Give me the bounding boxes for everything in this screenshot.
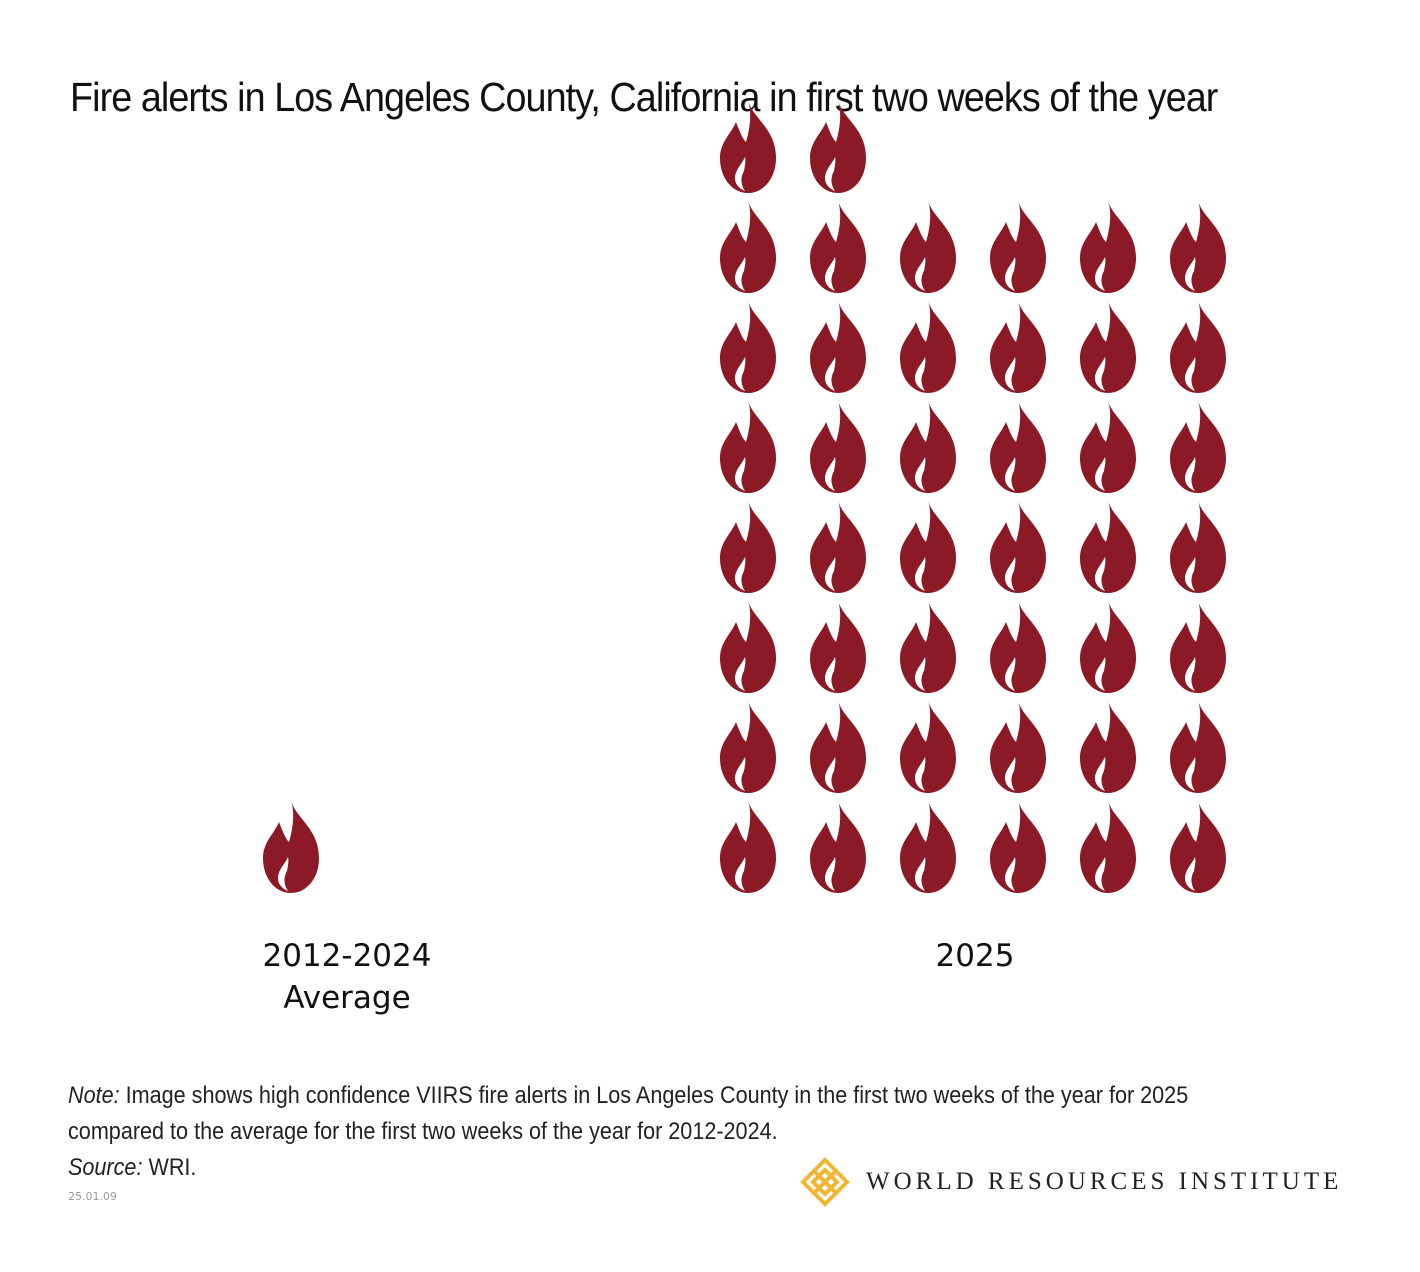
fire-icon-2025-40 [990, 200, 1046, 293]
fire-icon-2025-31 [720, 300, 776, 393]
fire-icon-2025-18 [1170, 600, 1226, 693]
date-code: 25.01.09 [68, 1190, 117, 1203]
fire-icon-2025-39 [900, 200, 956, 293]
fire-icon-2025-41 [1080, 200, 1136, 293]
fire-icon-2025-27 [900, 400, 956, 493]
fire-icon-2025-36 [1170, 300, 1226, 393]
fire-icon-2025-17 [1080, 600, 1136, 693]
fire-icon-2025-19 [720, 500, 776, 593]
source-line: Source: WRI. [68, 1150, 1188, 1186]
fire-icon-2025-4 [990, 800, 1046, 893]
note-line-1: Note: Image shows high confidence VIIRS … [68, 1078, 1188, 1114]
fire-icon-2025-34 [990, 300, 1046, 393]
fire-icon-2025-14 [810, 600, 866, 693]
fire-icon-2025-9 [900, 700, 956, 793]
category-label-average: 2012-2024 Average [217, 935, 477, 1019]
fire-icon-2025-42 [1170, 200, 1226, 293]
fire-icon-average-2 [353, 800, 395, 893]
note-label: Note: [68, 1082, 120, 1109]
category-label-average-line2: Average [283, 980, 411, 1016]
fire-icon-2025-35 [1080, 300, 1136, 393]
fire-icon-2025-43 [720, 100, 776, 193]
category-label-2025-line1: 2025 [935, 938, 1015, 974]
fire-icon-2025-29 [1080, 400, 1136, 493]
fire-icon-2025-38 [810, 200, 866, 293]
fire-icon-2025-11 [1080, 700, 1136, 793]
wri-logo: WORLD RESOURCES INSTITUTE [800, 1157, 1342, 1207]
chart-title: Fire alerts in Los Angeles County, Calif… [70, 74, 1218, 120]
fire-icon-2025-5 [1080, 800, 1136, 893]
note-text-1: Image shows high confidence VIIRS fire a… [119, 1082, 1189, 1109]
fire-icon-2025-30 [1170, 400, 1226, 493]
fire-icon-2025-8 [810, 700, 866, 793]
fire-icon-2025-1 [720, 800, 776, 893]
category-label-average-line1: 2012-2024 [262, 938, 432, 974]
fire-icon-2025-3 [900, 800, 956, 893]
fire-icon-2025-15 [900, 600, 956, 693]
fire-icon-2025-21 [900, 500, 956, 593]
fire-icon-2025-16 [990, 600, 1046, 693]
fire-icon-average-1 [263, 800, 319, 893]
chart-note: Note: Image shows high confidence VIIRS … [68, 1078, 1188, 1186]
fire-icon-2025-28 [990, 400, 1046, 493]
wri-logo-icon [800, 1157, 850, 1207]
category-label-2025: 2025 [855, 935, 1095, 977]
note-line-2: compared to the average for the first tw… [68, 1118, 778, 1145]
fire-icon-2025-25 [720, 400, 776, 493]
fire-icon-2025-23 [1080, 500, 1136, 593]
wri-logo-text: WORLD RESOURCES INSTITUTE [866, 1168, 1343, 1195]
fire-icon-2025-6 [1170, 800, 1226, 893]
fire-icon-2025-22 [990, 500, 1046, 593]
source-label: Source: [68, 1154, 143, 1181]
fire-icon-2025-12 [1170, 700, 1226, 793]
fire-icon-2025-24 [1170, 500, 1226, 593]
fire-icon-2025-44 [810, 100, 866, 193]
fire-icon-2025-26 [810, 400, 866, 493]
fire-icon-2025-33 [900, 300, 956, 393]
fire-icon-2025-20 [810, 500, 866, 593]
fire-icon-2025-13 [720, 600, 776, 693]
fire-icon-2025-10 [990, 700, 1046, 793]
fire-icon-2025-7 [720, 700, 776, 793]
fire-icon-2025-32 [810, 300, 866, 393]
fire-icon-2025-37 [720, 200, 776, 293]
source-text: WRI. [142, 1154, 197, 1181]
fire-icon-2025-2 [810, 800, 866, 893]
